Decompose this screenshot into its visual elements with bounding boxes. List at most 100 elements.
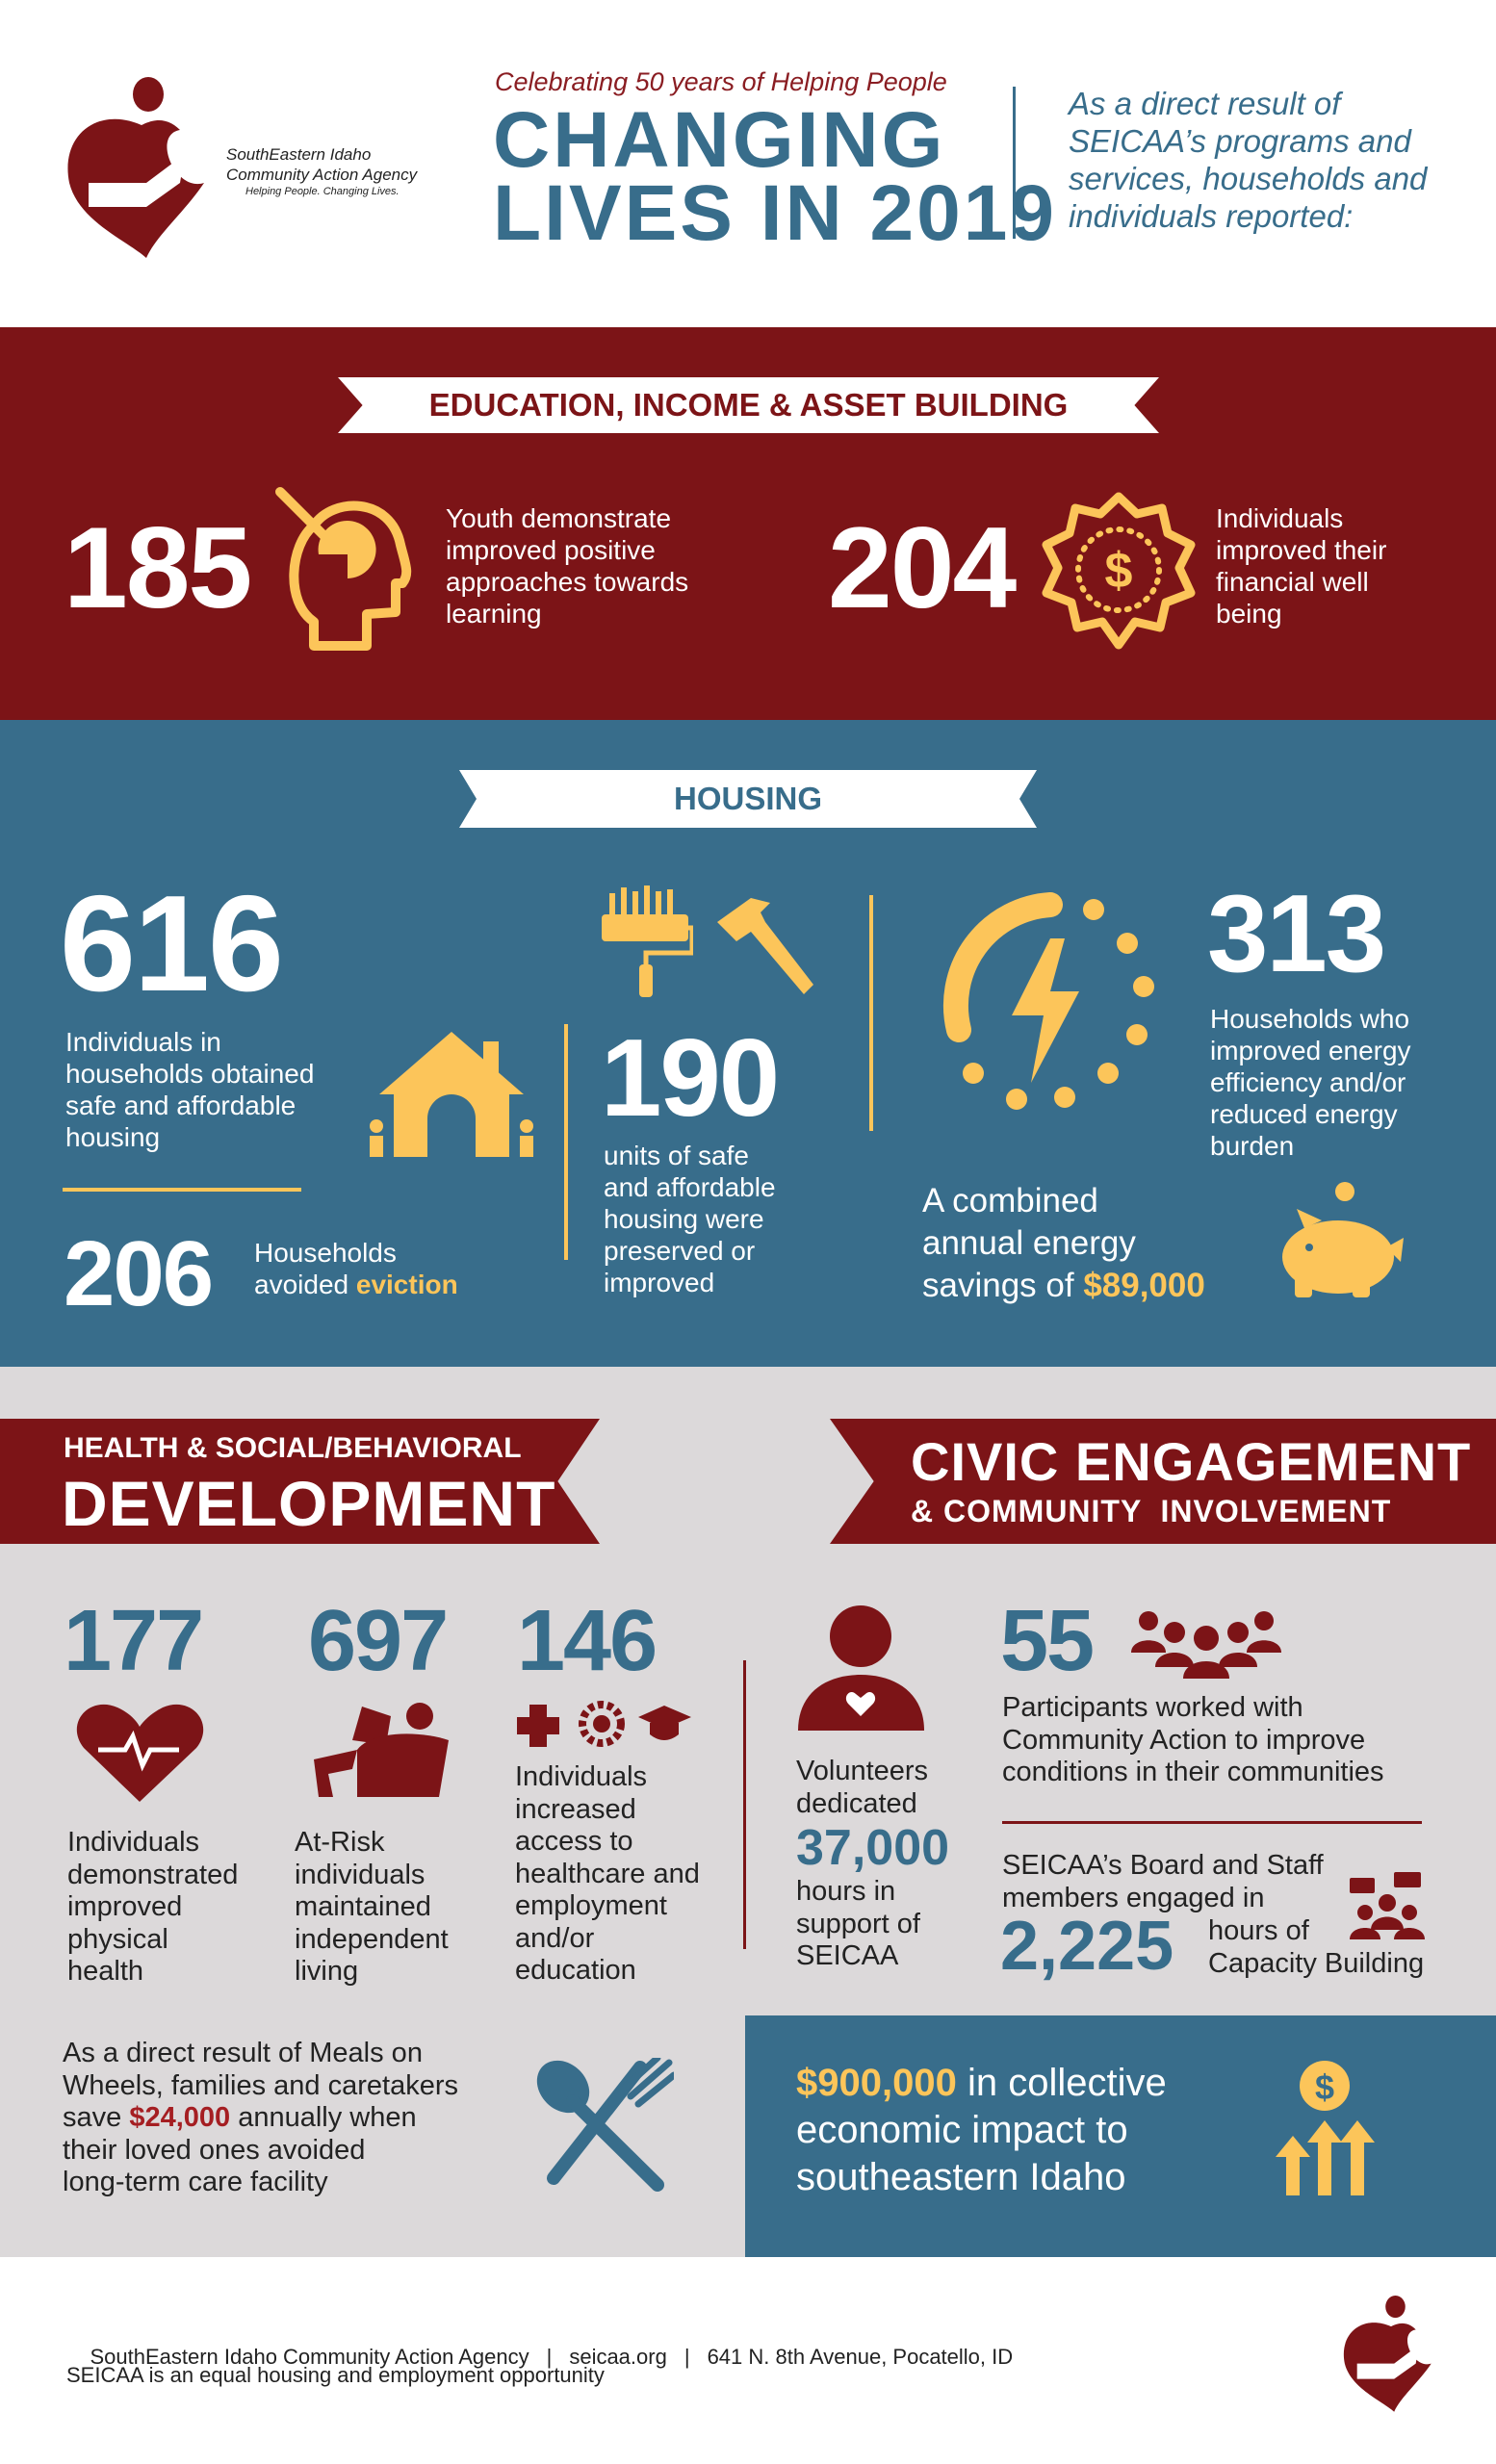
intro-line: individuals reported: xyxy=(1069,198,1354,234)
stat-55-value: 55 xyxy=(1000,1593,1095,1689)
participants-text: conditions in their communities xyxy=(1002,1757,1384,1787)
footer-logo-heart-icon xyxy=(1338,2296,1444,2413)
savings-amount: $89,000 xyxy=(1083,1267,1205,1304)
footer-website-link[interactable]: seicaa.org xyxy=(569,2345,667,2369)
stat-185-text: Youth demonstrate xyxy=(446,503,672,533)
dollar-badge-icon: $ xyxy=(1037,487,1200,653)
health-employment-education-icons xyxy=(515,1700,693,1748)
stat-313-text: reduced energy xyxy=(1210,1099,1398,1129)
stat-177-text: physical xyxy=(67,1923,168,1955)
stat-177-text: improved xyxy=(67,1891,183,1922)
stat-146-text: education xyxy=(515,1955,636,1986)
meals-text: As a direct result of Meals on xyxy=(63,2038,423,2068)
health-banner: HEALTH & SOCIAL/BEHAVIORAL DEVELOPMENT xyxy=(0,1419,600,1544)
stat-185-text: improved positive xyxy=(446,535,656,565)
stat-697-text: living xyxy=(295,1956,359,1987)
meals-text: long-term care facility xyxy=(63,2167,328,2197)
svg-text:$: $ xyxy=(1315,2067,1334,2107)
dollar-growth-arrows-icon: $ xyxy=(1261,2061,1386,2197)
impact-text: in collective xyxy=(956,2062,1167,2104)
meals-text: their loved ones avoided xyxy=(63,2134,366,2166)
impact-amount: $900,000 xyxy=(796,2062,957,2104)
intro-line: SEICAA’s programs and xyxy=(1069,123,1411,159)
stat-146-text: employment xyxy=(515,1890,667,1921)
org-name-line2: Community Action Agency xyxy=(226,166,418,184)
heartbeat-icon xyxy=(74,1700,206,1804)
footer-separator: | xyxy=(546,2345,553,2369)
stat-204-text: financial well xyxy=(1216,567,1369,597)
stat-190-text: units of safe xyxy=(604,1141,749,1170)
org-tagline: Helping People. Changing Lives. xyxy=(245,186,400,197)
board-text: SEICAA’s Board and Staff xyxy=(1002,1850,1324,1881)
spoon-fork-icon xyxy=(534,2058,674,2193)
stat-616-text: households obtained xyxy=(65,1059,315,1089)
stat-204-value: 204 xyxy=(828,503,1017,632)
volunteers-text: support of xyxy=(796,1908,920,1939)
footer-separator: | xyxy=(684,2345,690,2369)
board-text: hours of xyxy=(1208,1915,1309,1946)
stat-146-text: increased xyxy=(515,1793,636,1825)
eviction-highlight: eviction xyxy=(355,1270,458,1299)
stat-146-text: healthcare and xyxy=(515,1858,700,1889)
savings-text: savings of xyxy=(922,1267,1084,1304)
divider xyxy=(564,1024,568,1260)
stat-697-value: 697 xyxy=(308,1593,449,1689)
economic-impact-box: $900,000 in collective economic impact t… xyxy=(745,2015,1496,2257)
stat-204-text: Individuals xyxy=(1216,503,1344,533)
health-civic-section: HEALTH & SOCIAL/BEHAVIORAL DEVELOPMENT C… xyxy=(0,1367,1496,2257)
divider xyxy=(1002,1821,1422,1824)
stat-313-text: Households who xyxy=(1210,1004,1410,1034)
education-section: EDUCATION, INCOME & ASSET BUILDING 185 Y… xyxy=(0,327,1496,720)
stat-185-value: 185 xyxy=(64,503,252,632)
health-banner-small: HEALTH & SOCIAL/BEHAVIORAL xyxy=(64,1432,522,1464)
housing-section: HOUSING 616 Individuals in households ob… xyxy=(0,720,1496,1367)
title-line2: LIVES IN 2019 xyxy=(493,169,1057,257)
housing-banner: HOUSING xyxy=(459,770,1037,828)
volunteer-hours-value: 37,000 xyxy=(796,1820,950,1876)
stat-313-text: efficiency and/or xyxy=(1210,1067,1406,1097)
stat-206-text: avoided xyxy=(254,1270,356,1299)
svg-text:$: $ xyxy=(1105,543,1133,599)
intro-line: As a direct result of xyxy=(1069,86,1341,121)
stat-616-value: 616 xyxy=(60,867,284,1020)
board-hours-value: 2,225 xyxy=(1000,1908,1174,1985)
group-people-icon xyxy=(1131,1609,1281,1679)
stat-177-text: Individuals xyxy=(67,1827,200,1858)
stat-185-text: learning xyxy=(446,599,542,629)
piggy-bank-icon xyxy=(1276,1180,1406,1300)
stat-190-value: 190 xyxy=(601,1017,780,1140)
stat-697-text: At-Risk xyxy=(295,1827,385,1858)
stat-697-text: maintained xyxy=(295,1891,431,1922)
volunteers-text: Volunteers xyxy=(796,1756,929,1786)
stat-697-text: independent xyxy=(295,1923,449,1955)
stat-204-text: being xyxy=(1216,599,1282,629)
meals-amount: $24,000 xyxy=(129,2102,231,2133)
footer-notice: SEICAA is an equal housing and employmen… xyxy=(66,2363,605,2387)
energy-bolt-icon xyxy=(920,886,1165,1128)
stat-190-text: improved xyxy=(604,1268,715,1297)
civic-banner-small: & COMMUNITY INVOLVEMENT xyxy=(911,1494,1392,1528)
logo-heart-icon xyxy=(60,77,223,260)
person-armchair-icon xyxy=(314,1697,449,1797)
stat-146-text: and/or xyxy=(515,1922,595,1954)
footer-address: 641 N. 8th Avenue, Pocatello, ID xyxy=(707,2345,1014,2369)
intro-line: services, households and xyxy=(1069,161,1428,196)
stat-177-text: demonstrated xyxy=(67,1859,239,1890)
stat-616-text: housing xyxy=(65,1122,161,1152)
kicker: Celebrating 50 years of Helping People xyxy=(495,67,947,96)
title-line1: CHANGING xyxy=(493,96,946,184)
impact-text: economic impact to xyxy=(796,2109,1128,2151)
meals-text: Wheels, families and caretakers xyxy=(63,2069,458,2101)
divider xyxy=(743,1660,746,1949)
stat-146-text: Individuals xyxy=(515,1761,648,1792)
board-text: Capacity Building xyxy=(1208,1947,1425,1979)
civic-banner: CIVIC ENGAGEMENT & COMMUNITY INVOLVEMENT xyxy=(830,1419,1496,1544)
meals-text: annually when xyxy=(230,2102,417,2133)
stat-313-text: burden xyxy=(1210,1131,1295,1161)
divider xyxy=(869,895,873,1131)
head-learning-icon xyxy=(275,487,415,653)
participants-text: Community Action to improve xyxy=(1002,1724,1366,1756)
stat-190-text: preserved or xyxy=(604,1236,756,1266)
stat-185-text: approaches towards xyxy=(446,567,689,597)
health-banner-big: DEVELOPMENT xyxy=(62,1468,556,1539)
